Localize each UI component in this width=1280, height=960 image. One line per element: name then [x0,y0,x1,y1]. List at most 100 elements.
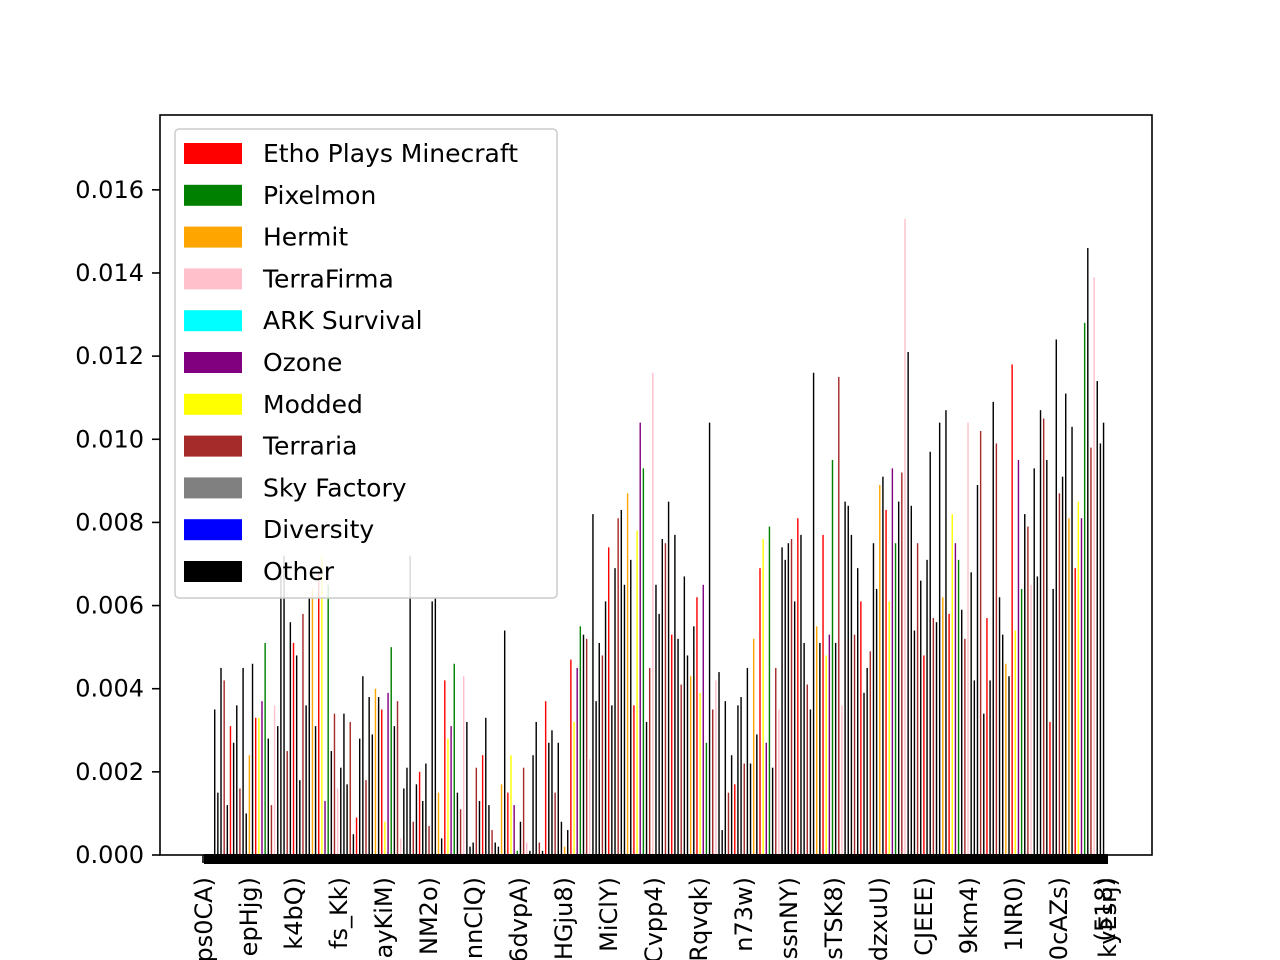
bar [976,485,979,855]
bar [667,501,670,855]
bar [522,767,525,855]
bar [444,680,446,855]
bar [913,630,916,855]
bar [431,601,433,855]
bar [1005,663,1007,855]
bar [1052,588,1054,855]
bar [456,792,459,855]
bar [245,813,247,855]
bar [251,663,254,855]
bar [945,410,947,855]
bar [453,663,455,855]
bar [507,792,509,855]
legend-swatch [184,352,242,373]
bar [538,842,541,855]
x-tick-label: kyEsrj) [1094,877,1122,958]
bar [358,738,361,855]
bar [459,809,462,855]
bar [488,805,490,855]
bar [787,543,790,855]
bar [308,597,310,855]
bar [730,755,733,855]
bar [1055,339,1057,855]
bar [450,726,452,855]
bar [775,667,777,855]
bar [715,680,717,855]
bar [1046,460,1048,855]
bar [611,705,613,855]
bar [264,642,266,855]
legend-box [174,128,558,599]
plot-frame [159,114,1153,856]
bar [853,634,856,855]
bar [434,597,437,855]
x-tick-label: nnClQ) [460,877,488,959]
bar [570,659,572,855]
x-tick-label: dzxuU) [865,877,893,960]
y-tick-label: 0.014 [75,259,144,287]
bar [422,800,424,855]
bar [573,721,575,855]
bar [330,751,333,855]
legend-label: Terraria [262,432,357,461]
bar [1099,443,1102,855]
bar [967,422,969,855]
bar [557,742,559,855]
legend-swatch [184,393,242,415]
bar [724,701,727,855]
x-tick-label: 6dvpA) [505,877,533,960]
bar [746,667,749,855]
bar [384,821,386,855]
y-tick-label: 0.010 [75,425,144,453]
bar [223,680,225,855]
bar [1074,568,1076,855]
bar [229,726,232,855]
bar [604,601,607,855]
x-tick-label: k4bQ) [280,877,308,950]
bar [841,705,843,855]
bar [393,726,396,855]
bar [790,539,793,855]
bar [295,655,298,855]
bar [396,701,399,855]
bar [809,709,812,855]
legend-swatch [184,561,242,582]
x-axis: ps0CA) epHjg) k4bQ) fs_Kk) ayKiM) NM2o) nnClQ)… [190,855,1122,960]
bar [920,580,922,855]
bar [333,713,336,855]
bar [639,422,641,855]
bar [336,788,339,855]
legend-label: Etho Plays Minecraft [263,139,518,168]
bar [258,717,260,855]
bar [822,534,824,855]
bar [831,460,834,855]
bar [683,576,686,855]
bar [825,655,827,855]
bar [1011,364,1013,855]
bar [466,721,468,855]
bar [623,584,626,855]
bar [292,642,295,855]
bar [532,755,534,855]
bar [576,667,578,855]
bar [261,701,263,855]
bar [793,601,796,855]
bar [377,697,380,855]
bar [1102,422,1105,855]
bar [302,613,304,855]
x-tick-label: fs_Kk) [325,877,353,949]
bar [289,622,292,855]
bar [901,472,903,855]
bar [513,805,515,855]
bar [781,547,783,855]
bar [463,676,465,855]
bar [510,755,512,855]
bar [214,709,216,855]
bar [916,543,919,855]
bar [371,734,374,855]
bar [910,505,912,855]
bar [642,468,645,855]
bar [734,784,736,855]
x-tick-label: MiClY) [595,877,623,952]
bar [721,830,723,855]
